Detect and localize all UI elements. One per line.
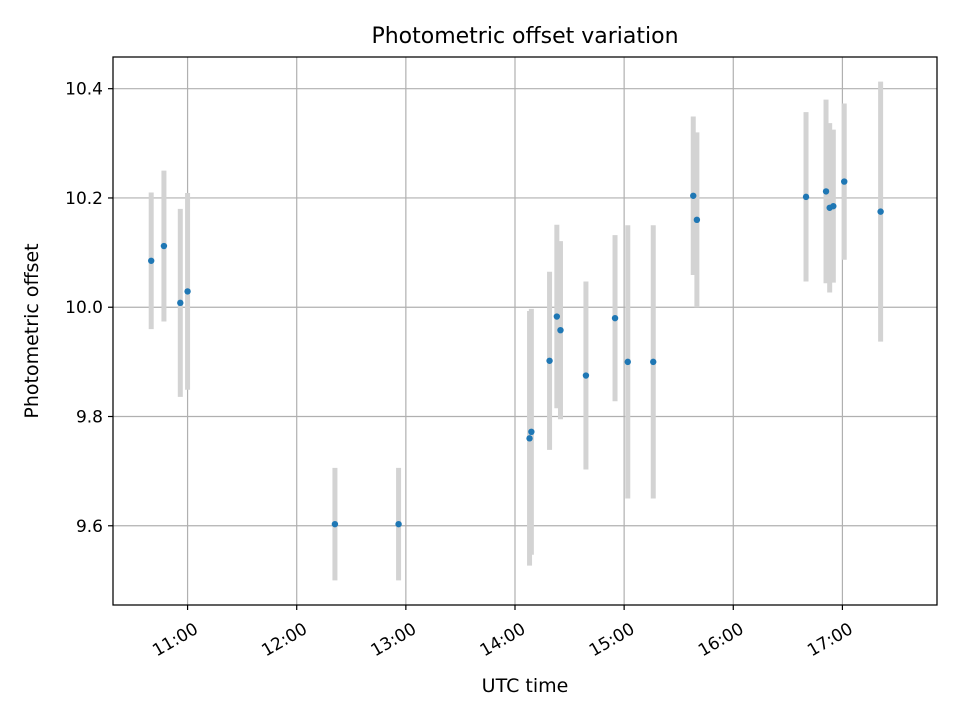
data-point — [528, 428, 535, 436]
y-tick-label: 9.8 — [76, 408, 103, 428]
data-point — [177, 299, 184, 307]
data-point — [624, 358, 631, 366]
data-point — [802, 193, 810, 201]
data-point — [331, 520, 339, 528]
data-point — [160, 242, 168, 250]
plot-frame — [112, 56, 938, 606]
x-axis-label: UTC time — [482, 675, 569, 697]
data-point — [650, 358, 657, 366]
data-point — [830, 202, 837, 210]
data-point — [841, 178, 848, 185]
data-point — [147, 257, 155, 264]
data-point — [582, 372, 590, 379]
data-point — [395, 520, 402, 528]
data-point — [611, 314, 619, 322]
chart-title: Photometric offset variation — [371, 24, 678, 49]
data-point — [553, 313, 561, 320]
y-axis-label: Photometric offset — [21, 243, 43, 418]
y-tick-label: 9.6 — [76, 517, 103, 537]
data-point — [546, 357, 553, 364]
y-tick-label: 10.4 — [65, 80, 103, 100]
data-points — [147, 178, 884, 528]
y-tick-label: 10.0 — [65, 298, 103, 318]
data-point — [822, 188, 830, 195]
y-tick-label: 10.2 — [65, 189, 103, 209]
y-axis-ticks: 9.6 9.8 10.0 10.2 10.4 — [65, 80, 113, 537]
data-point — [526, 435, 533, 442]
data-point — [877, 208, 884, 215]
grid — [113, 57, 937, 605]
data-point — [690, 192, 697, 199]
data-point — [557, 326, 564, 334]
data-point — [693, 216, 701, 224]
data-point — [184, 288, 191, 295]
